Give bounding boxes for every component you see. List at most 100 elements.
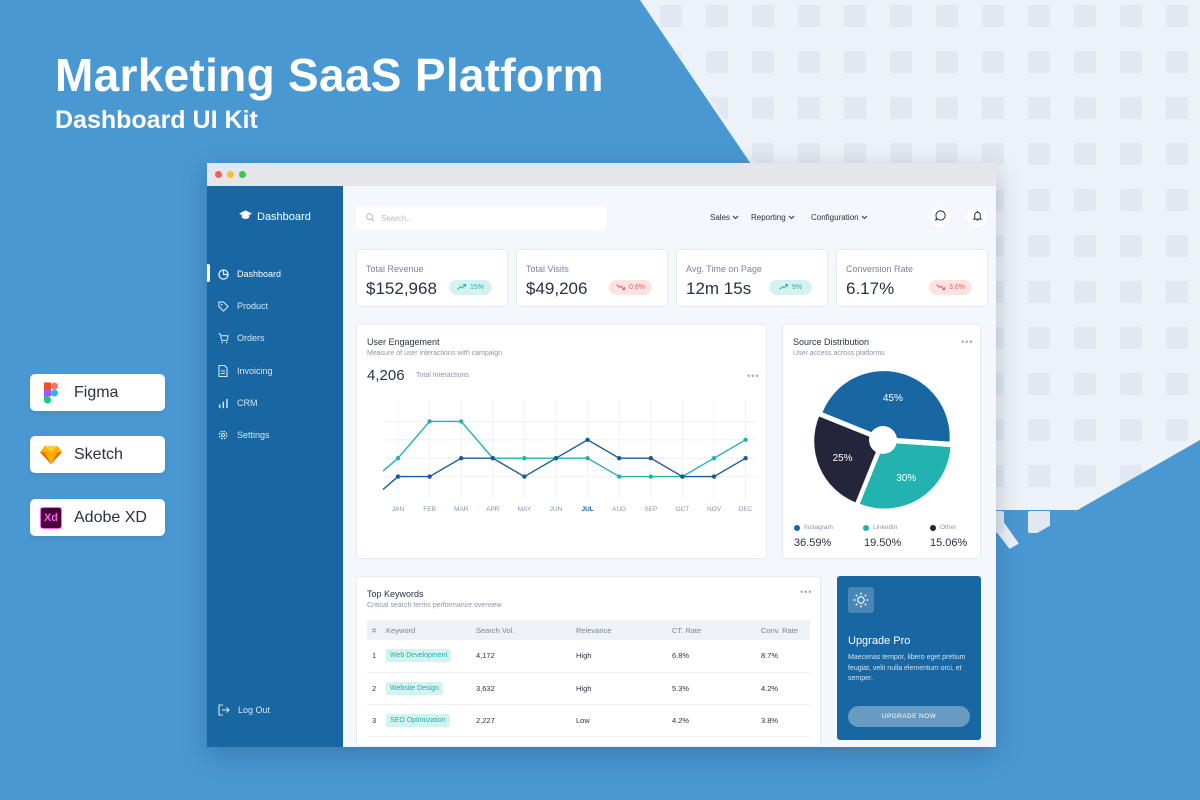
- gear-icon: [217, 429, 229, 441]
- data-point: [459, 419, 464, 424]
- sidebar-item-product[interactable]: Product: [217, 300, 268, 312]
- table-row[interactable]: 3 SEO Optimization 2,227 Low 4.2% 3.8%: [367, 704, 810, 737]
- more-options-icon[interactable]: •••: [747, 371, 760, 381]
- background-square: [1120, 189, 1142, 211]
- keywords-card: Top Keywords Critical search terms perfo…: [356, 576, 821, 747]
- background-square: [1074, 327, 1096, 349]
- engagement-line-chart: JAN FEB MAR APR MAY JUN JUL AUG SEP OCT NOV DEC: [382, 399, 757, 513]
- sidebar-item-crm[interactable]: CRM: [217, 397, 258, 409]
- menu-sales[interactable]: Sales: [710, 213, 739, 222]
- background-square: [1074, 143, 1096, 165]
- conv-rate: 8.7%: [756, 640, 810, 673]
- background-square: [706, 5, 728, 27]
- background-square: [844, 143, 866, 165]
- sidebar-item-invoicing[interactable]: Invoicing: [217, 365, 273, 377]
- stat-card-revenue: Total Revenue $152,968 15%: [356, 249, 508, 307]
- background-square: [936, 97, 958, 119]
- background-square: [660, 143, 682, 165]
- background-square: [798, 5, 820, 27]
- brand[interactable]: Dashboard: [239, 210, 311, 223]
- change-badge-down: 0.6%: [609, 280, 652, 295]
- stat-label: Total Revenue: [366, 264, 424, 274]
- menu-configuration[interactable]: Configuration: [811, 213, 868, 222]
- ct-rate: 6.8%: [667, 640, 756, 673]
- maximize-dot[interactable]: [239, 171, 246, 178]
- background-square: [1074, 281, 1096, 303]
- background-square: [1028, 235, 1050, 257]
- sidebar-item-dashboard[interactable]: Dashboard: [217, 268, 281, 280]
- data-point: [617, 474, 622, 479]
- messages-button[interactable]: [930, 207, 950, 227]
- keyword-badge: SEO Optimization: [386, 713, 450, 727]
- card-title: User Engagement: [367, 337, 440, 347]
- background-square: [890, 143, 912, 165]
- data-point: [711, 456, 717, 461]
- background-square: [1166, 373, 1188, 395]
- background-square: [1028, 189, 1050, 211]
- background-square: [1120, 373, 1142, 395]
- background-square: [890, 51, 912, 73]
- close-dot[interactable]: [215, 171, 222, 178]
- background-square: [982, 5, 1004, 27]
- upgrade-text: Maecenas tempor, libero eget pretium feu…: [848, 654, 966, 682]
- background-square: [798, 51, 820, 73]
- logout-icon: [218, 704, 230, 716]
- background-square: [1120, 281, 1142, 303]
- x-tick-label: JUN: [550, 506, 563, 513]
- conv-rate: 4.2%: [756, 672, 810, 705]
- search-icon: [366, 212, 375, 224]
- background-square: [936, 143, 958, 165]
- search-volume: 4,172: [471, 640, 571, 673]
- background-square: [1028, 5, 1050, 27]
- background-square: [1028, 143, 1050, 165]
- data-point: [743, 437, 748, 442]
- logout-button[interactable]: Log Out: [218, 704, 270, 716]
- background-square: [660, 5, 682, 27]
- more-options-icon[interactable]: •••: [800, 587, 813, 597]
- column-header: CT. Rate: [667, 620, 756, 640]
- search-input[interactable]: Search...: [381, 213, 414, 223]
- background-square: [752, 143, 774, 165]
- total-interactions-value: 4,206: [367, 367, 405, 384]
- background-square: [798, 143, 820, 165]
- stat-value: $49,206: [526, 279, 588, 298]
- upgrade-now-button[interactable]: UPGRADE NOW: [848, 706, 970, 727]
- sidebar-item-settings[interactable]: Settings: [217, 429, 270, 441]
- sidebar-item-label: Product: [237, 301, 269, 311]
- engagement-card: User Engagement Measure of user interact…: [356, 324, 767, 559]
- notifications-button[interactable]: [967, 207, 987, 227]
- figma-icon: [40, 382, 62, 404]
- data-point: [648, 456, 653, 461]
- sidebar: Dashboard Dashboard Product Orders Inv: [207, 186, 343, 747]
- data-point: [427, 474, 432, 479]
- table-row[interactable]: 2 Website Design 3,632 High 5.3% 4.2%: [367, 672, 810, 705]
- x-tick-label: MAR: [454, 506, 469, 513]
- data-point: [680, 474, 685, 479]
- more-options-icon[interactable]: •••: [961, 337, 974, 347]
- keywords-table: # Keyword Search Vol. Relevance CT. Rate…: [367, 620, 810, 737]
- minimize-dot[interactable]: [227, 171, 234, 178]
- sidebar-item-orders[interactable]: Orders: [217, 332, 265, 344]
- row-number: 2: [367, 672, 381, 705]
- menu-reporting[interactable]: Reporting: [751, 213, 795, 222]
- x-tick-label: JUL: [581, 506, 593, 513]
- figma-label: Figma: [74, 383, 119, 401]
- cart-icon: [217, 332, 229, 344]
- trend-up-icon: [779, 283, 788, 292]
- upgrade-card: Upgrade Pro Maecenas tempor, libero eget…: [837, 576, 981, 740]
- legend-dot: [930, 524, 936, 531]
- background-square: [844, 97, 866, 119]
- stat-value: 6.17%: [846, 279, 895, 298]
- data-point: [522, 474, 527, 479]
- table-row[interactable]: 1 Web Development 4,172 High 6.8% 8.7%: [367, 640, 810, 673]
- tag-icon: [217, 300, 229, 312]
- background-square: [1120, 5, 1142, 27]
- background-square: [844, 5, 866, 27]
- pie-slice: [859, 442, 951, 509]
- search-bar[interactable]: Search...: [356, 206, 606, 230]
- legend-other: Other: [930, 524, 956, 531]
- total-interactions-label: Total Interactions: [416, 372, 469, 379]
- background-square: [1028, 465, 1050, 487]
- background-square: [1074, 5, 1096, 27]
- change-badge-down: 3.6%: [929, 280, 972, 295]
